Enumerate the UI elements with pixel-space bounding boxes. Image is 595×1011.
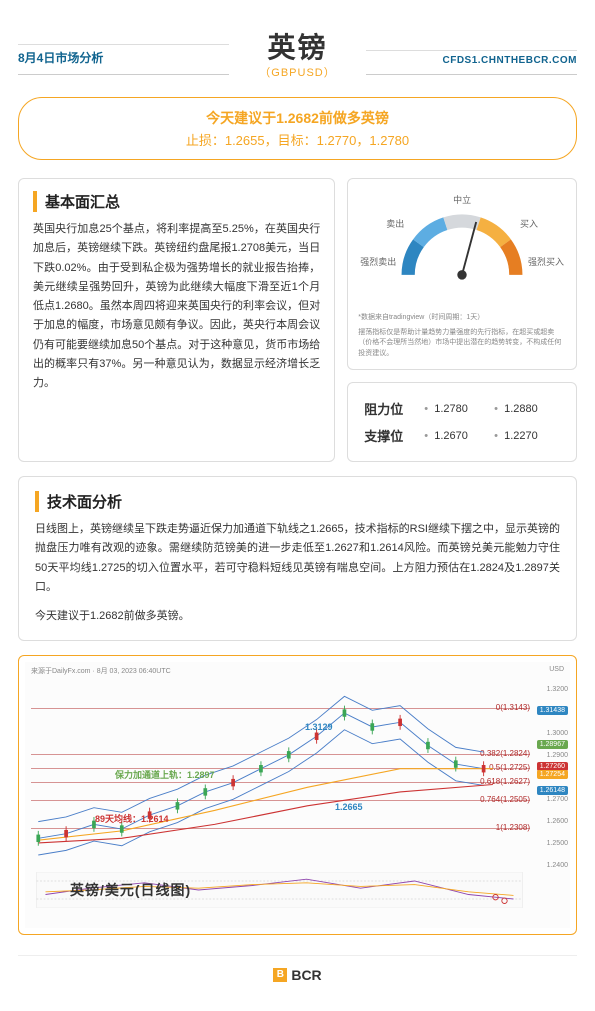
gauge-label-strong-buy: 强烈买入 <box>528 255 564 268</box>
fundamental-body: 英国央行加息25个基点，将利率提高至5.25%，在英国央行加息后，英镑继续下跌。… <box>33 220 320 393</box>
fundamental-title: 基本面汇总 <box>33 191 320 212</box>
row-support: 支撑位 • 1.2670 • 1.2270 <box>362 422 562 449</box>
r2: 1.2880 <box>502 395 562 422</box>
chart-annotation: 1.2665 <box>335 802 363 812</box>
header-site: CFDS1.CHNTHEBCR.COM <box>366 50 577 74</box>
price-tag: 1.31438 <box>537 706 568 715</box>
chart-source: 来源于DailyFx.com · 8月 03, 2023 06:40UTC <box>31 666 171 676</box>
support-label: 支撑位 <box>362 422 422 449</box>
technical-p2: 今天建议于1.2682前做多英镑。 <box>35 607 560 626</box>
y-tick: 1.2900 <box>547 752 568 759</box>
resistance-label: 阻力位 <box>362 395 422 422</box>
price-tag: 1.26148 <box>537 786 568 795</box>
right-column: 中立 卖出 买入 强烈卖出 强烈买入 *数据来自tradingview（时间周期… <box>347 178 577 462</box>
price-chart-svg <box>29 678 530 878</box>
row-resistance: 阻力位 • 1.2780 • 1.2880 <box>362 395 562 422</box>
gauge-note-disclaimer: 摆荡指标仅是帮助计量趋势力量强度的先行指标，在超买或超卖（价格不会理所当然地）市… <box>358 328 566 360</box>
y-tick: 1.3200 <box>547 686 568 693</box>
r1: 1.2780 <box>432 395 492 422</box>
title-cn: 英镑 <box>259 26 335 66</box>
chart-card: 来源于DailyFx.com · 8月 03, 2023 06:40UTC US… <box>18 655 577 935</box>
title-en: （GBPUSD） <box>259 64 335 80</box>
y-tick: 1.3000 <box>547 730 568 737</box>
chart-usd-label: USD <box>549 666 564 673</box>
price-tag: 1.28967 <box>537 740 568 749</box>
chart-annotation: 保力加通道上轨：1.2897 <box>115 768 215 781</box>
header-title-block: 英镑 （GBPUSD） <box>229 26 365 80</box>
gauge-label-buy: 买入 <box>520 217 538 230</box>
fundamental-card: 基本面汇总 英国央行加息25个基点，将利率提高至5.25%，在英国央行加息后，英… <box>18 178 335 462</box>
levels-table: 阻力位 • 1.2780 • 1.2880 支撑位 • 1.2670 • 1.2… <box>362 395 562 449</box>
bcr-logo-icon: B <box>273 968 287 982</box>
chart-area: 来源于DailyFx.com · 8月 03, 2023 06:40UTC US… <box>25 662 570 928</box>
technical-title: 技术面分析 <box>35 491 560 512</box>
chart-annotation: 89天均线：1.2614 <box>95 812 169 825</box>
gauge-wrap: 中立 卖出 买入 强烈卖出 强烈买入 <box>358 189 566 309</box>
s1: 1.2670 <box>432 422 492 449</box>
reco-line2: 止损：1.2655，目标：1.2770，1.2780 <box>39 130 556 149</box>
technical-p1: 日线图上，英镑继续呈下跌走势逼近保力加通道下轨线之1.2665，技术指标的RSI… <box>35 520 560 597</box>
gauge-label-strong-sell: 强烈卖出 <box>360 255 396 268</box>
y-tick: 1.2700 <box>547 796 568 803</box>
gauge-label-sell: 卖出 <box>386 217 404 230</box>
technical-card: 技术面分析 日线图上，英镑继续呈下跌走势逼近保力加通道下轨线之1.2665，技术… <box>18 476 577 641</box>
bcr-logo: B BCR <box>273 967 321 983</box>
levels-card: 阻力位 • 1.2780 • 1.2880 支撑位 • 1.2670 • 1.2… <box>347 382 577 462</box>
recommendation-box: 今天建议于1.2682前做多英镑 止损：1.2655，目标：1.2770，1.2… <box>18 97 577 160</box>
bcr-brand-text: BCR <box>291 967 321 983</box>
chart-title: 英镑/美元(日线图) <box>70 880 191 900</box>
y-tick: 1.2400 <box>547 862 568 869</box>
y-tick: 1.2600 <box>547 818 568 825</box>
s2: 1.2270 <box>502 422 562 449</box>
header-date: 8月4日市场分析 <box>18 44 229 74</box>
chart-annotation: 1.3129 <box>305 722 333 732</box>
y-tick: 1.2500 <box>547 840 568 847</box>
price-tag: 1.27254 <box>537 770 568 779</box>
gauge-note-source: *数据来自tradingview（时间周期：1天） <box>358 313 566 324</box>
page-header: 8月4日市场分析 英镑 （GBPUSD） CFDS1.CHNTHEBCR.COM <box>18 0 577 75</box>
reco-line1: 今天建议于1.2682前做多英镑 <box>39 108 556 128</box>
gauge-label-neutral: 中立 <box>453 193 471 206</box>
gauge-card: 中立 卖出 买入 强烈卖出 强烈买入 *数据来自tradingview（时间周期… <box>347 178 577 370</box>
page: 8月4日市场分析 英镑 （GBPUSD） CFDS1.CHNTHEBCR.COM… <box>0 0 595 1011</box>
row-main: 基本面汇总 英国央行加息25个基点，将利率提高至5.25%，在英国央行加息后，英… <box>18 178 577 462</box>
footer: B BCR <box>18 955 577 991</box>
